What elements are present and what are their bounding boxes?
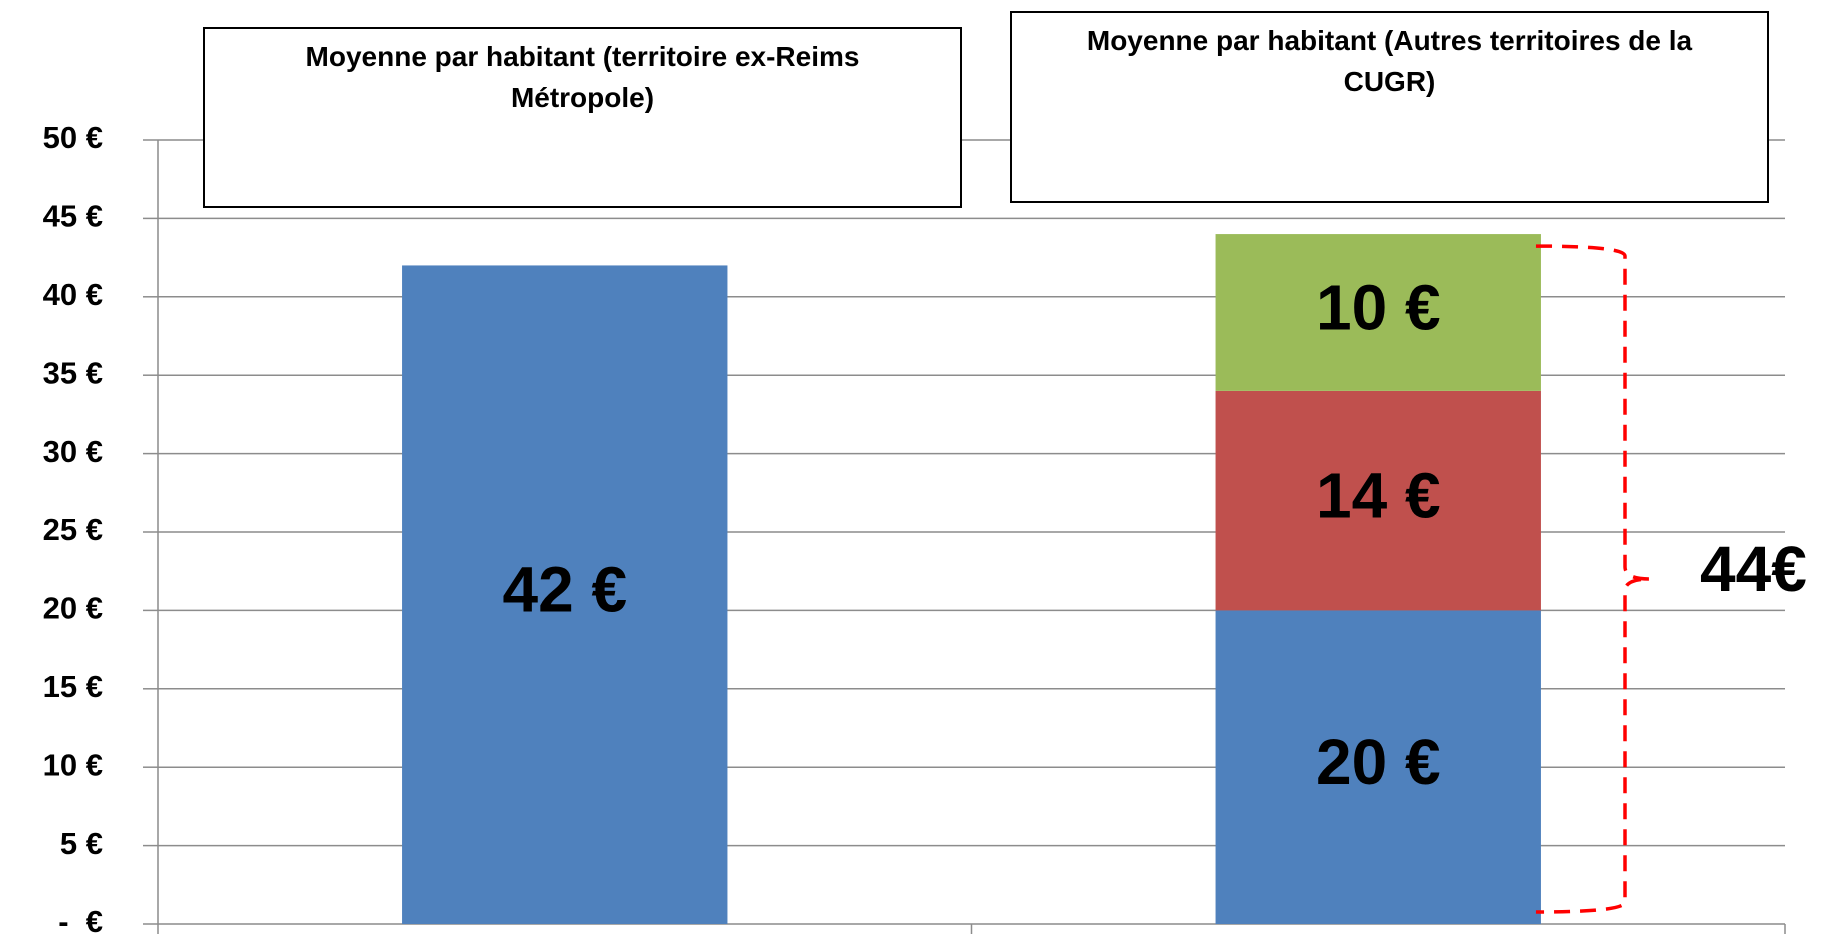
y-tick-label: 40 € (43, 277, 103, 312)
category-label: Moyenne par habitant (territoire ex-Reim… (203, 27, 962, 208)
bar-segment (1215, 610, 1541, 924)
y-tick-label: 5 € (60, 826, 103, 861)
y-tick-label: 25 € (43, 512, 103, 547)
y-tick-label: 30 € (43, 434, 103, 469)
y-tick-label: 50 € (43, 120, 103, 155)
category-label: Moyenne par habitant (Autres territoires… (1010, 11, 1769, 203)
value-label: 20 € (1316, 726, 1441, 798)
y-tick-label: 20 € (43, 591, 103, 626)
y-tick-label: 15 € (43, 669, 103, 704)
brace (1535, 244, 1651, 914)
bar-segment (402, 265, 728, 924)
value-label: 42 € (502, 554, 627, 626)
value-label: 10 € (1316, 271, 1441, 343)
y-tick-label: 45 € (43, 199, 103, 234)
total-label: 44€ (1700, 533, 1807, 605)
y-tick-label: 10 € (43, 747, 103, 782)
value-label: 14 € (1316, 460, 1441, 532)
y-tick-label: - € (58, 904, 103, 939)
y-tick-label: 35 € (43, 355, 103, 390)
bar-segment (1215, 390, 1541, 611)
bar-segment (1215, 234, 1541, 391)
